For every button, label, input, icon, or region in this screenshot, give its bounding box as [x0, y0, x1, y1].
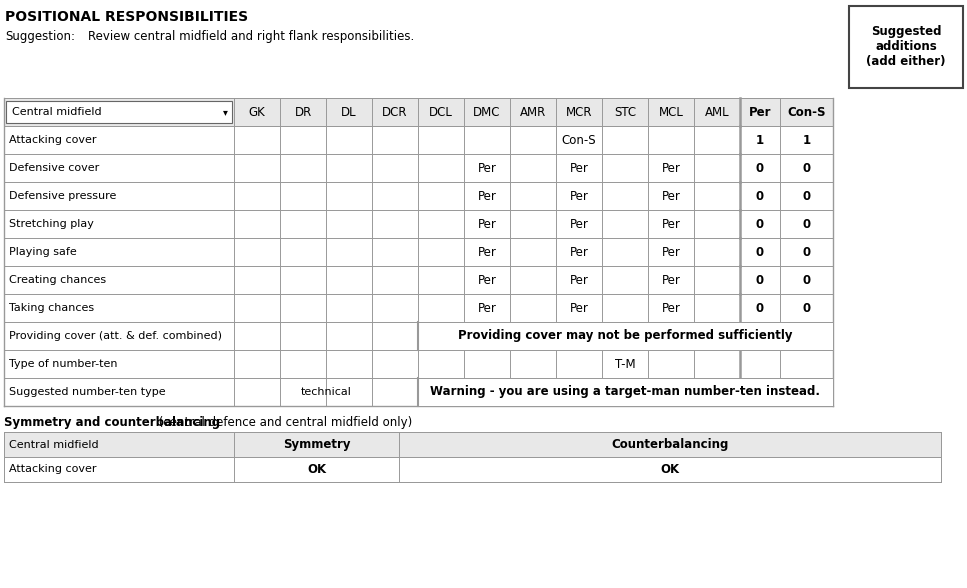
Text: 0: 0	[756, 246, 764, 259]
Text: STC: STC	[614, 105, 636, 119]
Text: Per: Per	[570, 273, 589, 286]
Text: Con-S: Con-S	[787, 105, 826, 119]
Text: MCL: MCL	[659, 105, 684, 119]
Text: AMR: AMR	[520, 105, 546, 119]
Bar	[849, 6, 963, 88]
Bar	[4, 378, 833, 406]
Bar	[4, 154, 833, 182]
Bar	[4, 210, 833, 238]
Text: T-M: T-M	[615, 358, 635, 370]
Text: Type of number-ten: Type of number-ten	[9, 359, 118, 369]
Bar	[4, 98, 833, 126]
Bar	[6, 101, 232, 123]
Text: Creating chances: Creating chances	[9, 275, 106, 285]
Text: Taking chances: Taking chances	[9, 303, 94, 313]
Text: (central defence and central midfield only): (central defence and central midfield on…	[155, 416, 412, 429]
Bar	[4, 350, 833, 378]
Text: Per: Per	[478, 189, 496, 202]
Text: Defensive pressure: Defensive pressure	[9, 191, 116, 201]
Text: 0: 0	[803, 218, 810, 230]
Bar	[4, 432, 941, 457]
Text: Defensive cover: Defensive cover	[9, 163, 100, 173]
Text: Per: Per	[570, 162, 589, 175]
Text: Con-S: Con-S	[562, 133, 597, 146]
Text: 1: 1	[756, 133, 764, 146]
Bar	[418, 378, 833, 406]
Text: Providing cover may not be performed sufficiently: Providing cover may not be performed suf…	[458, 329, 793, 342]
Text: MCR: MCR	[566, 105, 592, 119]
Text: AML: AML	[705, 105, 729, 119]
Text: Symmetry and counterbalancing: Symmetry and counterbalancing	[4, 416, 220, 429]
Text: DCR: DCR	[382, 105, 408, 119]
Text: 0: 0	[803, 162, 810, 175]
Text: 0: 0	[756, 302, 764, 315]
Text: Per: Per	[748, 105, 772, 119]
Text: DCL: DCL	[429, 105, 453, 119]
Bar	[4, 238, 833, 266]
Text: Attacking cover: Attacking cover	[9, 465, 97, 475]
Text: technical: technical	[301, 387, 351, 397]
Text: OK: OK	[660, 463, 680, 476]
Text: DR: DR	[294, 105, 311, 119]
Text: Suggestion:: Suggestion:	[5, 30, 75, 43]
Text: 0: 0	[803, 302, 810, 315]
Text: Per: Per	[661, 162, 681, 175]
Text: Per: Per	[661, 302, 681, 315]
Text: Per: Per	[478, 273, 496, 286]
Text: 1: 1	[803, 133, 810, 146]
Text: Symmetry: Symmetry	[282, 438, 350, 451]
Text: Per: Per	[661, 218, 681, 230]
Text: Review central midfield and right flank responsibilities.: Review central midfield and right flank …	[88, 30, 414, 43]
Text: 0: 0	[756, 218, 764, 230]
Text: DMC: DMC	[473, 105, 501, 119]
Bar	[4, 457, 941, 482]
Bar	[418, 322, 833, 350]
Text: Attacking cover: Attacking cover	[9, 135, 97, 145]
Text: Suggested number-ten type: Suggested number-ten type	[9, 387, 165, 397]
Text: Per: Per	[478, 162, 496, 175]
Bar	[4, 294, 833, 322]
Text: Suggested
additions
(add either): Suggested additions (add either)	[866, 25, 946, 68]
Text: Central midfield: Central midfield	[9, 439, 99, 449]
Text: GK: GK	[249, 105, 265, 119]
Text: Per: Per	[570, 302, 589, 315]
Bar	[4, 266, 833, 294]
Text: Per: Per	[478, 302, 496, 315]
Text: Per: Per	[478, 246, 496, 259]
Text: 0: 0	[756, 189, 764, 202]
Bar	[4, 322, 833, 350]
Bar	[4, 126, 833, 154]
Text: Warning - you are using a target-man number-ten instead.: Warning - you are using a target-man num…	[430, 386, 821, 399]
Text: Per: Per	[570, 189, 589, 202]
Text: Per: Per	[661, 246, 681, 259]
Text: 0: 0	[756, 162, 764, 175]
Text: 0: 0	[803, 273, 810, 286]
Text: Stretching play: Stretching play	[9, 219, 94, 229]
Text: Playing safe: Playing safe	[9, 247, 76, 257]
Text: Per: Per	[478, 218, 496, 230]
Text: 0: 0	[803, 189, 810, 202]
Text: OK: OK	[307, 463, 326, 476]
Text: Per: Per	[661, 273, 681, 286]
Text: 0: 0	[803, 246, 810, 259]
Text: Providing cover (att. & def. combined): Providing cover (att. & def. combined)	[9, 331, 222, 341]
Text: Central midfield: Central midfield	[12, 107, 102, 117]
Text: Per: Per	[661, 189, 681, 202]
Text: 0: 0	[756, 273, 764, 286]
Text: Per: Per	[570, 246, 589, 259]
Text: Per: Per	[570, 218, 589, 230]
Text: DL: DL	[341, 105, 357, 119]
Bar	[4, 182, 833, 210]
Text: POSITIONAL RESPONSIBILITIES: POSITIONAL RESPONSIBILITIES	[5, 10, 249, 24]
Text: Counterbalancing: Counterbalancing	[611, 438, 729, 451]
Text: ▾: ▾	[222, 107, 227, 117]
